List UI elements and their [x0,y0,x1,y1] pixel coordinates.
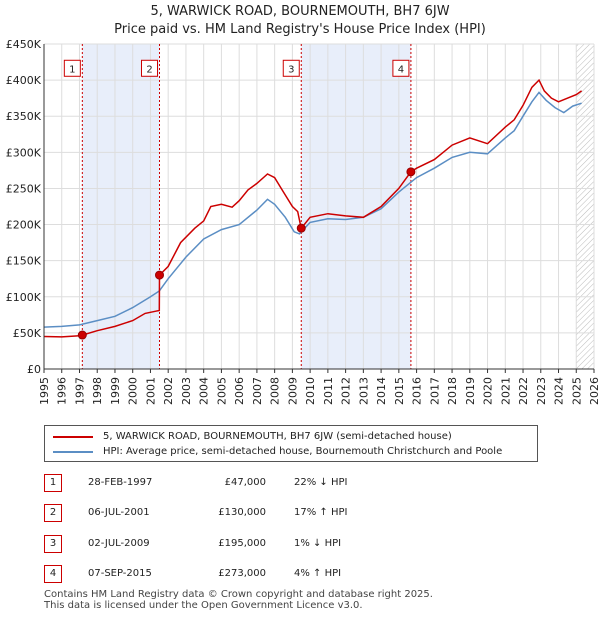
x-tick-label: 2008 [269,377,282,405]
price-chart: 1 2 3 4 £0 £50K £100K £150K £200K £250K £300K £350K… [6,38,600,405]
footer-attribution: Contains HM Land Registry data © Crown c… [44,589,433,611]
transaction-row: 4 07-SEP-2015 £273,000 4% ↑ HPI [44,565,544,583]
transaction-number-badge: 4 [44,565,62,583]
x-tick-label: 2014 [375,377,388,405]
x-tick-label: 2005 [215,377,228,405]
x-tick-label: 2017 [428,377,441,405]
sale-number-label: 4 [398,64,404,75]
x-tick-label: 2007 [251,377,264,405]
sale-point [296,223,306,233]
sale-number-box [282,59,300,77]
shaded-period [301,44,411,369]
y-tick-label: £100K [6,291,42,304]
shaded-period [82,44,160,369]
property-series-line [43,78,583,338]
x-tick-label: 2010 [304,377,317,405]
chart-title-line: 5, WARWICK ROAD, BOURNEMOUTH, BH7 6JW [150,4,450,19]
sale-number-label: 2 [146,64,152,75]
x-tick-label: 2011 [322,377,335,405]
sale-point [77,330,87,340]
transaction-row: 3 02-JUL-2009 £195,000 1% ↓ HPI [44,535,544,553]
transaction-hpi-delta: 17% ↑ HPI [294,507,348,518]
legend-swatch-property [53,436,93,438]
transaction-number-badge: 2 [44,504,62,522]
y-tick-label: £0 [27,363,41,376]
legend-swatch-hpi [53,451,93,453]
x-tick-label: 2021 [499,377,512,405]
transaction-price: £195,000 [218,538,266,549]
x-tick-label: 1996 [56,377,69,405]
sale-number-label: 3 [288,64,294,75]
sale-number-box [63,59,81,77]
x-tick-label: 1997 [73,377,86,405]
y-tick-label: £350K [6,110,42,123]
sale-number-label: 1 [69,64,75,75]
sale-point [155,270,164,280]
sale-number-box [392,59,410,77]
transaction-price: £47,000 [224,477,266,488]
y-tick-label: £150K [6,255,42,268]
chart-title: 5, WARWICK ROAD, BOURNEMOUTH, BH7 6JW Pr… [0,3,600,39]
x-tick-label: 2018 [446,377,459,405]
x-tick-label: 2006 [233,377,246,405]
transaction-row: 1 28-FEB-1997 £47,000 22% ↓ HPI [44,474,544,492]
x-tick-label: 2000 [127,377,140,405]
x-tick-label: 1995 [38,377,51,405]
x-tick-label: 2022 [517,377,530,405]
transaction-price: £273,000 [218,568,266,579]
x-tick-label: 2026 [588,377,600,405]
transaction-date: 06-JUL-2001 [88,507,150,518]
x-tick-label: 2004 [198,377,211,405]
legend-label-property: 5, WARWICK ROAD, BOURNEMOUTH, BH7 6JW (s… [103,431,452,442]
legend-label-hpi: HPI: Average price, semi-detached house,… [103,446,503,457]
x-tick-label: 2019 [464,377,477,405]
footer-line: Contains HM Land Registry data © Crown c… [44,589,433,600]
transaction-hpi-delta: 1% ↓ HPI [294,538,342,549]
x-tick-label: 2023 [535,377,548,405]
x-tick-label: 2001 [144,377,157,405]
projection-hatch [576,44,594,369]
x-tick-label: 2024 [553,377,566,405]
transaction-number-badge: 3 [44,535,62,553]
transaction-date: 28-FEB-1997 [88,477,153,488]
x-tick-label: 2016 [411,377,424,405]
footer-line: This data is licensed under the Open Gov… [44,600,363,611]
x-tick-label: 2009 [286,377,299,405]
transaction-date: 02-JUL-2009 [88,538,150,549]
transaction-number-badge: 1 [44,474,62,492]
transaction-hpi-delta: 22% ↓ HPI [294,477,348,488]
x-tick-label: 1998 [91,377,104,405]
chart-subtitle: Price paid vs. HM Land Registry's House … [114,22,486,37]
transaction-date: 07-SEP-2015 [88,568,152,579]
x-tick-label: 2003 [180,377,193,405]
transaction-row: 2 06-JUL-2001 £130,000 17% ↑ HPI [44,504,544,522]
x-tick-label: 2020 [482,377,495,405]
transaction-price: £130,000 [218,507,266,518]
transaction-hpi-delta: 4% ↑ HPI [294,568,342,579]
x-tick-label: 1999 [109,377,122,405]
y-tick-label: £200K [6,219,42,232]
y-tick-label: £400K [6,74,42,87]
x-tick-label: 2015 [393,377,406,405]
sale-number-box [141,59,158,77]
x-tick-label: 2002 [162,377,175,405]
chart-legend: 5, WARWICK ROAD, BOURNEMOUTH, BH7 6JW (s… [44,425,538,462]
y-tick-label: £250K [6,182,42,195]
sale-point [406,167,416,177]
y-tick-label: £300K [6,146,42,159]
x-tick-label: 2012 [340,377,353,405]
hpi-series-line [43,91,582,328]
y-tick-label: £50K [13,327,42,340]
x-tick-label: 2025 [570,377,583,405]
x-tick-label: 2013 [357,377,370,405]
y-tick-label: £450K [6,38,42,51]
